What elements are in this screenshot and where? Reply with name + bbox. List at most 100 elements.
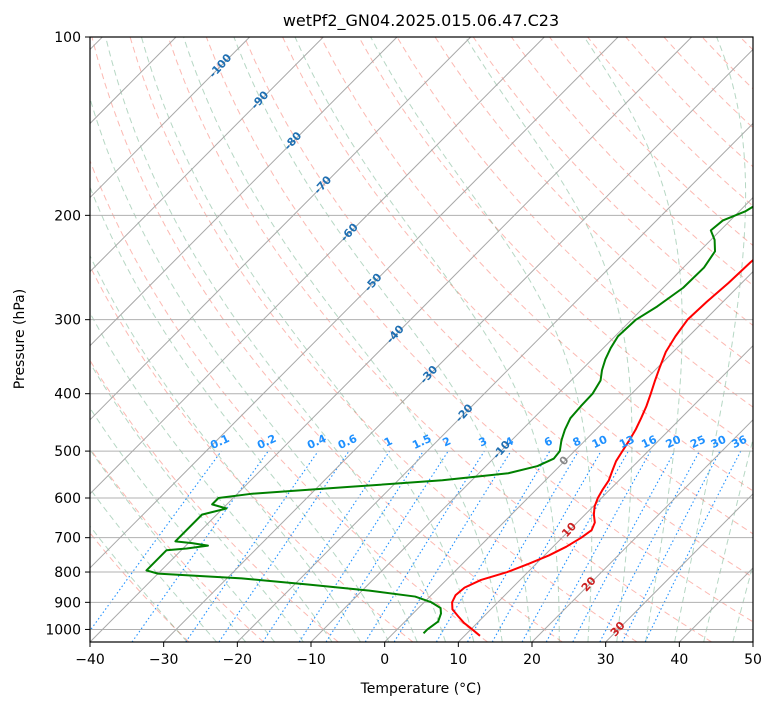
mixing-ratio-label: 20 [664, 433, 684, 451]
moist-adiabat [90, 448, 247, 642]
dry-adiabat [129, 37, 638, 642]
moist-adiabat [370, 37, 593, 642]
isotherm [90, 37, 545, 495]
mixing-ratio-line [298, 450, 424, 642]
moist-adiabat [233, 37, 532, 642]
y-tick-label: 500 [54, 444, 81, 460]
y-tick-label: 900 [54, 595, 81, 611]
dry-adiabat [90, 359, 339, 642]
plot-area: 0.1 0.2 0.4 0.6 1 1.5 2 3 4 6 8 10 13 16 20 25 30 36-100-… [90, 37, 753, 642]
plot-frame [89, 36, 754, 643]
dry-adiabat [243, 37, 753, 579]
mixing-ratio-line [545, 450, 652, 642]
x-tick-label: 40 [670, 652, 688, 668]
y-axis-label: Pressure (hPa) [12, 289, 28, 389]
isotherm [236, 122, 753, 642]
x-tick-label: 20 [523, 652, 541, 668]
mixing-ratio-label: 16 [639, 433, 659, 451]
dewpoint-profile [145, 205, 753, 634]
chart-title: wetPf2_GN04.2025.015.06.47.C23 [283, 11, 559, 31]
mixing-ratio-label: 10 [590, 433, 610, 451]
y-tick-label: 800 [54, 565, 81, 581]
moist-adiabat [583, 37, 683, 642]
moist-adiabat [140, 37, 475, 642]
dry-adiabat [320, 37, 753, 492]
mixing-ratio-line [521, 450, 629, 642]
isotherm [605, 493, 753, 642]
y-tick-label: 400 [54, 387, 81, 403]
isotherm [90, 37, 472, 421]
mixing-ratio-label: 36 [730, 433, 750, 451]
dry-adiabat [90, 265, 414, 642]
dry-adiabat [205, 37, 753, 623]
isotherm [90, 37, 619, 569]
x-tick-label: 0 [380, 652, 389, 668]
moist-adiabat [90, 311, 333, 642]
isotherm [457, 344, 753, 642]
y-tick-label: 600 [54, 491, 81, 507]
mixing-ratio-line [644, 450, 742, 642]
moist-adiabat [674, 37, 747, 642]
isotherm [90, 37, 398, 347]
moist-adiabat [90, 362, 304, 642]
y-tick-label: 1000 [45, 622, 81, 638]
mixing-ratio-line [572, 450, 676, 642]
y-tick-label: 100 [54, 30, 81, 46]
moist-adiabat [90, 254, 361, 642]
isotherm [90, 37, 693, 642]
isotherm [384, 270, 753, 642]
isotherm [310, 196, 753, 642]
isotherm [531, 419, 753, 642]
mixing-ratio-line [621, 450, 721, 642]
profiles [145, 205, 753, 637]
mixing-ratio-lines [90, 450, 742, 642]
mixing-ratio-line [185, 450, 319, 642]
isotherm [90, 37, 251, 199]
mixing-ratio-line [90, 450, 222, 632]
temperature-profile [451, 258, 753, 637]
dry-adiabat [434, 37, 753, 367]
mixing-ratio-line [393, 450, 512, 642]
mixing-ratio-line [262, 450, 391, 642]
moist-adiabat [90, 407, 276, 642]
moist-adiabat [90, 96, 418, 642]
x-axis-label: Temperature (°C) [360, 681, 482, 697]
moist-adiabats [90, 37, 753, 642]
y-tick-label: 300 [54, 313, 81, 329]
y-tick-label: 700 [54, 531, 81, 547]
x-tick-label: −30 [149, 652, 179, 668]
isotherm [163, 48, 753, 642]
dry-adiabat [282, 37, 753, 535]
mixing-ratio-line [218, 450, 350, 642]
dry-adiabat [510, 37, 753, 286]
dry-adiabat [396, 37, 753, 408]
dry-adiabat [472, 37, 753, 327]
moist-adiabat [294, 37, 560, 642]
x-tick-label: −10 [296, 652, 326, 668]
dry-adiabats [90, 37, 753, 642]
x-tick-label: 30 [597, 652, 615, 668]
x-tick-label: 50 [744, 652, 762, 668]
y-tick-label: 200 [54, 208, 81, 224]
x-axis: −40 −30 −20 −10 0 10 20 30 40 50 [75, 642, 762, 668]
mixing-ratio-label: 30 [709, 433, 729, 451]
isotherm [90, 37, 324, 273]
moist-adiabat [732, 563, 753, 642]
mixing-ratio-line [325, 450, 449, 642]
dry-adiabat [91, 37, 563, 642]
mixing-ratio-label: 13 [617, 433, 636, 451]
moist-adiabat [105, 37, 447, 642]
dry-adiabat [167, 37, 713, 642]
x-tick-label: −40 [75, 652, 105, 668]
moist-adiabat [90, 487, 217, 642]
isotherms [90, 37, 753, 642]
pressure-gridlines [90, 37, 753, 630]
moist-adiabat [183, 37, 503, 642]
x-tick-label: −20 [223, 652, 253, 668]
dry-adiabat [90, 447, 264, 642]
moist-adiabat [465, 37, 633, 642]
x-tick-label: 10 [449, 652, 467, 668]
